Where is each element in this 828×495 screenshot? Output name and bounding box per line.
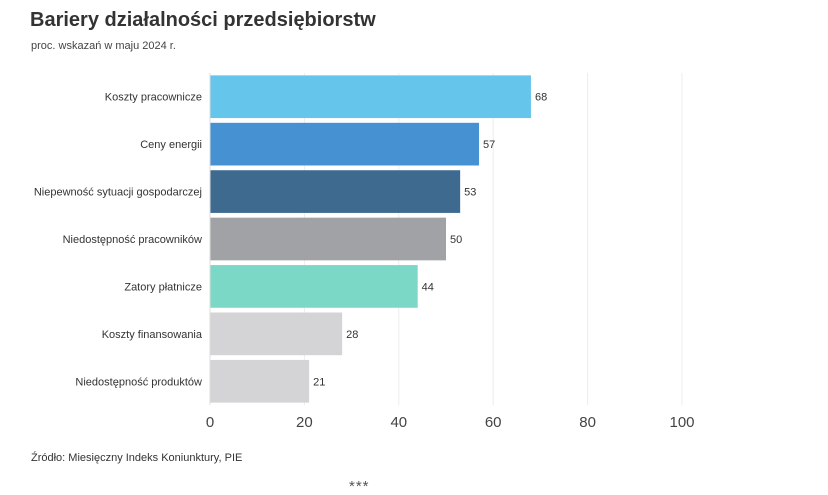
bar-5: [210, 265, 418, 308]
category-label-7: Niedostępność produktów: [75, 376, 202, 388]
bar-1: [210, 75, 531, 119]
value-label-2: 57: [483, 139, 495, 151]
x-tick-label-3: 60: [485, 414, 502, 431]
bar-6: [210, 312, 343, 356]
value-label-6: 28: [346, 329, 358, 341]
bar-3: [210, 170, 461, 213]
value-label-1: 68: [535, 92, 547, 104]
x-tick-label-2: 40: [390, 414, 407, 431]
category-label-6: Koszty finansowania: [102, 329, 203, 341]
section-separator: ***: [349, 478, 370, 495]
chart-title: Bariery działalności przedsiębiorstw: [30, 9, 376, 31]
x-tick-label-5: 100: [669, 414, 694, 431]
category-label-1: Koszty pracownicze: [105, 92, 202, 104]
value-label-3: 53: [464, 187, 476, 199]
value-label-4: 50: [450, 234, 462, 246]
bar-7: [210, 359, 310, 403]
category-label-4: Niedostępność pracowników: [63, 234, 202, 246]
bar-2: [210, 122, 480, 166]
x-tick-label-1: 20: [296, 414, 313, 431]
chart-subtitle: proc. wskazań w maju 2024 r.: [31, 40, 176, 52]
value-label-5: 44: [422, 281, 434, 293]
value-label-7: 21: [313, 376, 325, 388]
category-label-3: Niepewność sytuacji gospodarczej: [34, 187, 202, 199]
category-label-5: Zatory płatnicze: [124, 281, 202, 293]
x-tick-label-4: 80: [579, 414, 596, 431]
bar-chart: Koszty pracownicze 68 Ceny energii 57 Niepew…: [34, 73, 695, 431]
x-tick-label-0: 0: [206, 414, 214, 431]
source-note: Źródło: Miesięczny Indeks Koniunktury, P…: [31, 452, 243, 464]
category-label-2: Ceny energii: [140, 139, 202, 151]
bar-4: [210, 217, 446, 261]
